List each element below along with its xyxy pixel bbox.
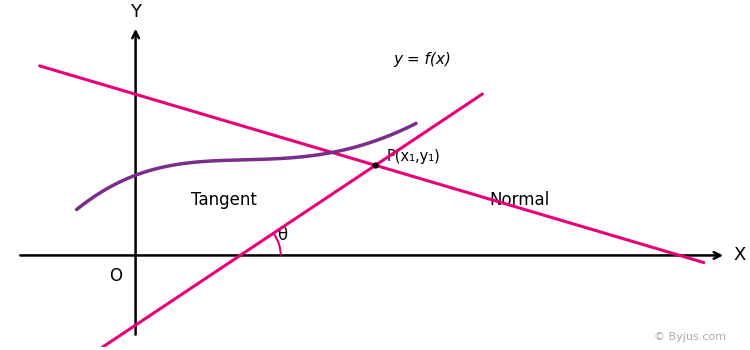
- Text: © Byjus.com: © Byjus.com: [654, 332, 726, 342]
- Text: Y: Y: [130, 3, 141, 21]
- Text: O: O: [110, 267, 122, 285]
- Text: θ: θ: [277, 226, 287, 244]
- Text: y = f(x): y = f(x): [394, 52, 452, 67]
- Text: P(x₁,y₁): P(x₁,y₁): [386, 149, 440, 164]
- Text: Tangent: Tangent: [191, 191, 257, 209]
- Text: Normal: Normal: [489, 191, 550, 209]
- Text: X: X: [734, 246, 746, 265]
